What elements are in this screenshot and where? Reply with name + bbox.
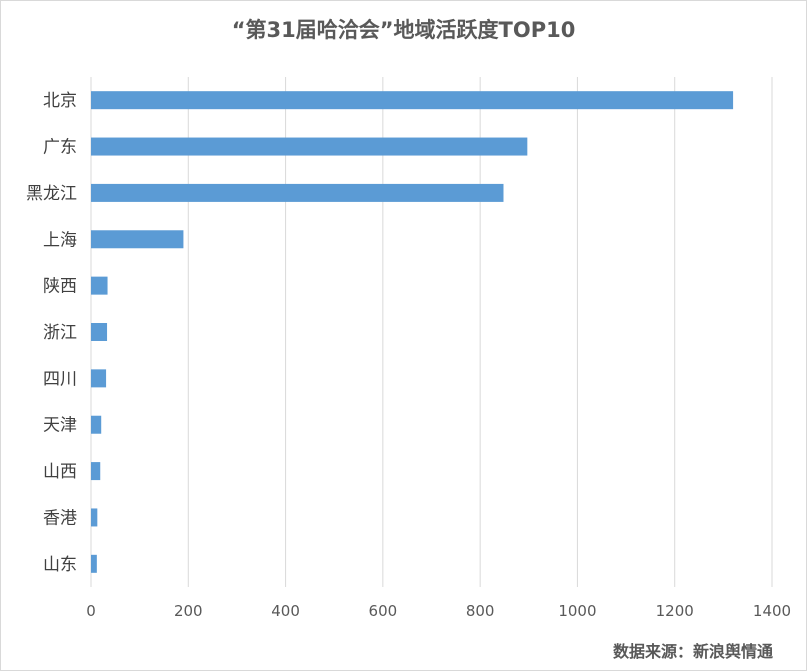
x-tick-labels: 0 200 400 600 800 1000 1200 1400 <box>86 602 791 620</box>
bar <box>91 369 107 388</box>
x-tick-label: 1200 <box>656 602 694 620</box>
bar <box>91 137 528 156</box>
bar <box>91 183 504 202</box>
gridlines <box>90 77 773 587</box>
bar <box>91 415 102 434</box>
x-tick-label: 1400 <box>753 602 791 620</box>
bar <box>91 230 184 249</box>
category-label: 陕西 <box>43 277 77 297</box>
bar <box>91 554 97 573</box>
category-label: 四川 <box>43 369 77 389</box>
category-label: 香港 <box>43 508 77 528</box>
x-tick-label: 800 <box>466 602 495 620</box>
bar <box>91 276 108 295</box>
bar <box>91 323 108 341</box>
category-label: 上海 <box>43 230 77 250</box>
x-tick-label: 600 <box>369 602 398 620</box>
category-label: 山东 <box>43 555 77 575</box>
category-label: 广东 <box>43 138 77 158</box>
x-tick-label: 1000 <box>558 602 596 620</box>
bar <box>91 508 98 527</box>
x-tick-label: 200 <box>174 602 203 620</box>
x-tick-label: 0 <box>86 602 96 620</box>
x-tick-label: 400 <box>271 602 300 620</box>
category-label: 山西 <box>43 462 77 482</box>
category-label: 天津 <box>43 416 77 436</box>
category-label: 浙江 <box>43 323 77 343</box>
bar <box>91 91 734 110</box>
category-label: 北京 <box>43 91 77 111</box>
data-source-note: 数据来源：新浪舆情通 <box>612 642 773 661</box>
chart-title: “第31届哈洽会”地域活跃度TOP10 <box>231 18 576 42</box>
bar <box>91 462 101 481</box>
category-label: 黑龙江 <box>26 184 77 204</box>
bars <box>91 91 734 573</box>
